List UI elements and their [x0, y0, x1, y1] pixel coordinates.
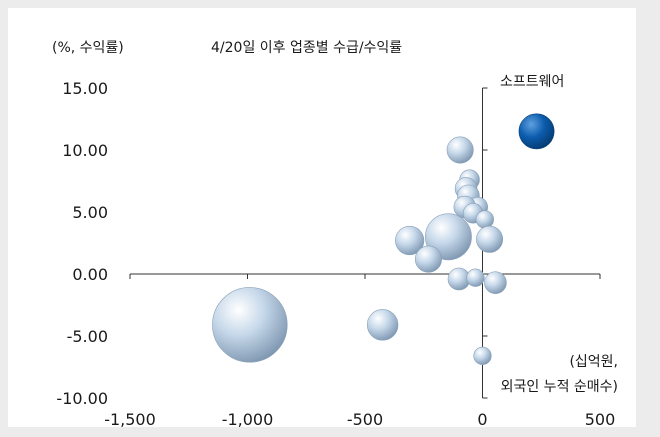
bubble	[446, 136, 474, 164]
y-tick-label: 0.00	[72, 265, 108, 284]
bubble	[395, 225, 425, 256]
bubble	[484, 271, 507, 294]
bubble	[466, 268, 485, 287]
x-tick-labels: -1,500 -1,000 -500 0 500	[104, 410, 615, 429]
x-axis-label-line1: (십억원,	[569, 354, 618, 370]
bubble	[414, 245, 442, 273]
highlight-label: 소프트웨어	[500, 74, 564, 90]
bubble	[366, 309, 399, 341]
bubble	[473, 346, 492, 365]
y-axis-label: (%, 수익률)	[52, 40, 124, 56]
y-tick-labels: 15.00 10.00 5.00 0.00 -5.00 -10.00	[56, 79, 108, 408]
y-tick-label: -10.00	[56, 389, 108, 408]
y-tick-label: 5.00	[72, 203, 108, 222]
x-tick-label: -500	[347, 410, 383, 429]
chart-title: 4/20일 이후 업종별 수급/수익률	[211, 40, 402, 56]
bubble	[476, 225, 504, 253]
y-tick-label: 15.00	[62, 79, 108, 98]
x-tick-label: 500	[585, 410, 616, 429]
bubble	[212, 287, 288, 363]
bubble-highlight	[518, 113, 555, 150]
bubble	[475, 210, 494, 229]
x-axis-label-line2: 외국인 누적 순매수)	[501, 379, 618, 395]
bubbles	[212, 113, 555, 365]
x-tick-label: 0	[477, 410, 487, 429]
y-tick-label: 10.00	[62, 141, 108, 160]
bubble	[425, 213, 472, 261]
x-tick-label: -1,000	[222, 410, 274, 429]
x-tick-label: -1,500	[104, 410, 156, 429]
chart-frame	[8, 8, 636, 427]
y-tick-label: -5.00	[67, 327, 108, 346]
